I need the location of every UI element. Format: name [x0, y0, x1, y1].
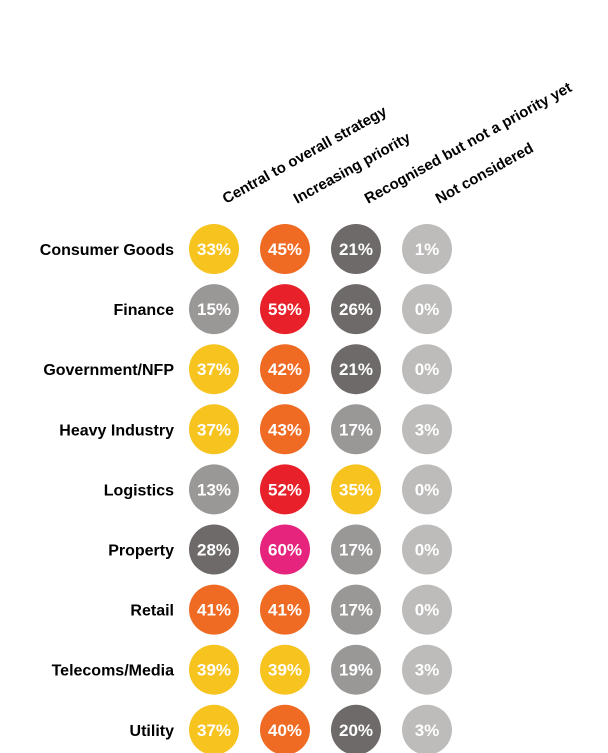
- value-bubble: [189, 644, 239, 695]
- value-label: 17%: [339, 420, 373, 439]
- value-label: 40%: [268, 721, 302, 740]
- value-bubble: [402, 344, 452, 395]
- value-label: 59%: [268, 300, 302, 319]
- value-label: 0%: [415, 480, 440, 499]
- value-bubble: [260, 404, 310, 455]
- value-bubble: [260, 644, 310, 695]
- row-label: Telecoms/Media: [52, 663, 175, 680]
- value-bubble: [189, 344, 239, 395]
- value-bubble: [260, 284, 310, 335]
- table-row: Logistics 13% 52% 35% 0%: [104, 464, 452, 515]
- value-label: 13%: [197, 480, 231, 499]
- value-label: 3%: [415, 420, 440, 439]
- value-bubble: [331, 344, 381, 395]
- value-label: 0%: [415, 541, 440, 560]
- value-label: 17%: [339, 541, 373, 560]
- value-label: 39%: [197, 661, 231, 680]
- value-label: 42%: [268, 360, 302, 379]
- value-bubble: [402, 464, 452, 515]
- value-label: 41%: [197, 601, 231, 620]
- value-label: 0%: [415, 300, 440, 319]
- value-label: 33%: [197, 240, 231, 259]
- value-label: 26%: [339, 300, 373, 319]
- row-label: Property: [108, 543, 174, 560]
- value-label: 21%: [339, 240, 373, 259]
- value-bubble: [189, 584, 239, 635]
- value-bubble: [260, 464, 310, 515]
- value-label: 21%: [339, 360, 373, 379]
- row-label: Retail: [130, 603, 174, 620]
- value-bubble: [402, 584, 452, 635]
- row-label: Finance: [114, 302, 175, 319]
- row-label: Logistics: [104, 482, 174, 499]
- value-bubble: [331, 704, 381, 753]
- value-bubble: [402, 224, 452, 274]
- table-row: Retail 41% 41% 17% 0%: [130, 584, 452, 635]
- row-label: Consumer Goods: [40, 242, 174, 259]
- value-bubble: [189, 224, 239, 274]
- value-label: 37%: [197, 360, 231, 379]
- value-bubble: [331, 644, 381, 695]
- table-row: Heavy Industry 37% 43% 17% 3%: [59, 404, 452, 455]
- table-row: Telecoms/Media 39% 39% 19% 3%: [52, 644, 452, 695]
- value-label: 15%: [197, 300, 231, 319]
- value-bubble: [402, 284, 452, 335]
- value-bubble: [402, 404, 452, 455]
- value-label: 35%: [339, 480, 373, 499]
- table-row: Property 28% 60% 17% 0%: [108, 524, 452, 575]
- table-row: Government/NFP 37% 42% 21% 0%: [43, 344, 452, 395]
- value-bubble: [260, 224, 310, 274]
- value-label: 60%: [268, 541, 302, 560]
- value-bubble: [189, 404, 239, 455]
- row-label: Government/NFP: [43, 362, 174, 379]
- value-label: 52%: [268, 480, 302, 499]
- value-label: 0%: [415, 360, 440, 379]
- value-bubble: [331, 524, 381, 575]
- value-bubble: [189, 524, 239, 575]
- column-header: Increasing priority: [291, 129, 414, 208]
- value-bubble: [260, 584, 310, 635]
- value-label: 19%: [339, 661, 373, 680]
- value-label: 45%: [268, 240, 302, 259]
- value-bubble: [189, 704, 239, 753]
- row-label: Utility: [130, 723, 175, 740]
- value-bubble: [260, 344, 310, 395]
- table-row: Finance 15% 59% 26% 0%: [114, 284, 452, 335]
- value-bubble: [260, 704, 310, 753]
- value-bubble: [331, 224, 381, 274]
- table-row: Utility 37% 40% 20% 3%: [130, 704, 452, 753]
- value-label: 39%: [268, 661, 302, 680]
- value-label: 43%: [268, 420, 302, 439]
- value-bubble: [331, 284, 381, 335]
- value-bubble: [189, 464, 239, 515]
- value-bubble: [331, 464, 381, 515]
- value-label: 28%: [197, 541, 231, 560]
- value-bubble: [402, 524, 452, 575]
- table-row: Consumer Goods 33% 45% 21% 1%: [40, 224, 452, 274]
- value-bubble: [402, 644, 452, 695]
- value-label: 17%: [339, 601, 373, 620]
- value-label: 41%: [268, 601, 302, 620]
- value-label: 20%: [339, 721, 373, 740]
- value-bubble: [331, 584, 381, 635]
- value-label: 3%: [415, 721, 440, 740]
- value-bubble: [331, 404, 381, 455]
- value-bubble: [260, 524, 310, 575]
- value-label: 37%: [197, 721, 231, 740]
- value-label: 0%: [415, 601, 440, 620]
- value-bubble: [402, 704, 452, 753]
- value-bubble: [189, 284, 239, 335]
- value-label: 37%: [197, 420, 231, 439]
- value-label: 3%: [415, 661, 440, 680]
- row-label: Heavy Industry: [59, 422, 174, 439]
- value-label: 1%: [415, 240, 440, 259]
